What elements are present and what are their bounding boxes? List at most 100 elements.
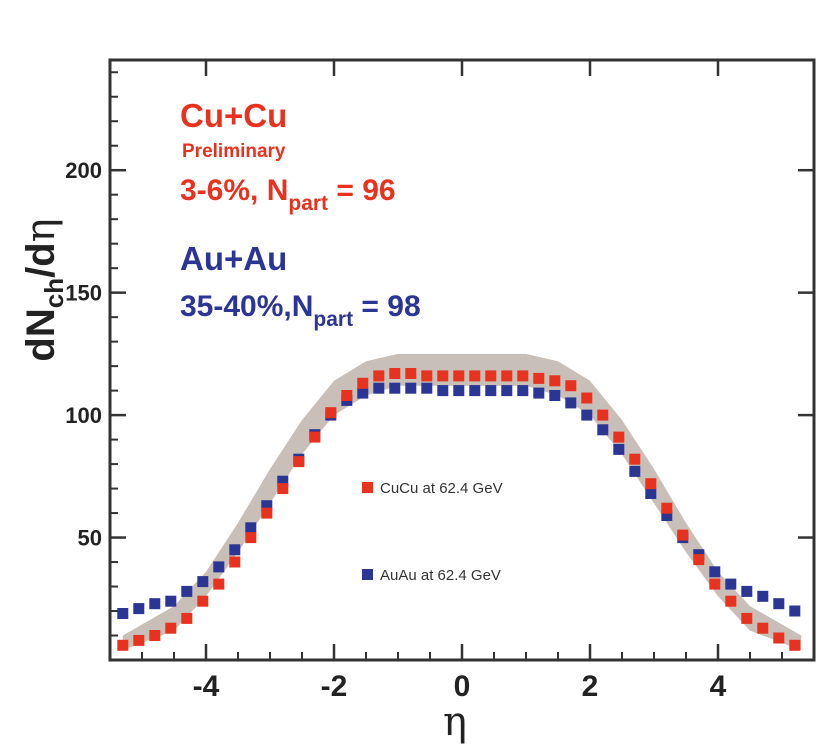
data-point-cucu xyxy=(565,380,577,392)
data-point-auau xyxy=(261,500,273,512)
data-point-auau xyxy=(565,397,577,409)
data-point-cucu xyxy=(453,370,465,382)
data-point-cucu xyxy=(309,431,321,443)
data-point-auau xyxy=(645,488,657,499)
data-point-cucu xyxy=(149,630,161,641)
data-point-auau xyxy=(117,608,129,619)
data-point-auau xyxy=(213,561,225,573)
data-point-cucu xyxy=(629,453,641,465)
cucu-centrality-label: 3-6%, Npart = 96 xyxy=(180,174,396,215)
y-tick-label: 50 xyxy=(78,526,102,551)
data-point-cucu xyxy=(789,639,801,651)
data-point-cucu xyxy=(133,634,145,646)
data-point-cucu xyxy=(693,554,705,566)
data-point-auau xyxy=(437,385,449,397)
legend-label-auau: AuAu at 62.4 GeV xyxy=(380,567,501,584)
data-point-auau xyxy=(661,510,673,521)
data-point-cucu xyxy=(485,370,497,382)
data-point-cucu xyxy=(469,370,481,382)
x-tick-label: -4 xyxy=(193,670,220,703)
y-tick-label: 100 xyxy=(65,403,102,428)
legend-entry-auau: AuAu at 62.4 GeV xyxy=(362,567,501,584)
data-point-cucu xyxy=(341,390,353,401)
data-point-auau xyxy=(485,385,497,397)
cucu-preliminary-label: Preliminary xyxy=(182,141,286,162)
data-point-cucu xyxy=(117,639,129,651)
x-tick-label: 4 xyxy=(710,670,727,703)
data-point-cucu xyxy=(325,407,337,419)
data-point-auau xyxy=(741,585,753,597)
data-point-auau xyxy=(197,576,209,588)
data-point-cucu xyxy=(405,368,417,379)
data-point-cucu xyxy=(165,622,177,634)
data-point-cucu xyxy=(549,375,561,387)
data-point-auau xyxy=(149,598,161,610)
data-point-cucu xyxy=(389,368,401,379)
data-point-cucu xyxy=(581,392,593,404)
data-point-cucu xyxy=(533,372,545,384)
data-point-auau xyxy=(501,385,513,397)
data-point-cucu xyxy=(213,578,225,590)
data-point-cucu xyxy=(661,502,673,514)
data-point-auau xyxy=(421,382,433,394)
data-point-auau xyxy=(709,566,721,578)
x-tick-label: 0 xyxy=(454,670,471,703)
auau-centrality-label: 35-40%,Npart = 98 xyxy=(180,290,421,331)
data-point-auau xyxy=(133,603,145,615)
data-point-auau xyxy=(517,385,529,397)
data-point-cucu xyxy=(181,612,193,624)
data-point-cucu xyxy=(501,370,513,382)
data-point-cucu xyxy=(613,431,625,443)
data-point-cucu xyxy=(773,632,785,644)
data-point-cucu xyxy=(597,409,609,421)
data-point-auau xyxy=(533,387,545,399)
data-point-cucu xyxy=(293,456,305,468)
data-point-auau xyxy=(597,424,609,436)
auau-label: Au+Au xyxy=(180,240,287,277)
x-tick-label: -2 xyxy=(321,670,348,703)
data-point-cucu xyxy=(757,622,769,634)
legend-marker-cucu xyxy=(362,482,373,493)
y-tick-label: 150 xyxy=(65,281,102,306)
data-point-cucu xyxy=(725,595,737,607)
x-tick-label: 2 xyxy=(582,670,599,703)
data-point-auau xyxy=(229,544,241,556)
data-point-auau xyxy=(373,382,385,394)
data-point-auau xyxy=(581,409,593,421)
data-point-auau xyxy=(757,590,769,602)
data-point-auau xyxy=(165,595,177,607)
data-point-cucu xyxy=(709,578,721,590)
data-point-auau xyxy=(629,465,641,477)
x-axis-label: η xyxy=(443,699,467,745)
cucu-label: Cu+Cu xyxy=(180,97,287,134)
data-point-cucu xyxy=(229,556,241,568)
data-point-cucu xyxy=(517,370,529,382)
data-point-cucu xyxy=(677,529,689,541)
data-point-cucu xyxy=(245,532,257,544)
legend: CuCu at 62.4 GeV AuAu at 62.4 GeV xyxy=(362,480,503,584)
data-point-auau xyxy=(613,443,625,455)
data-point-auau xyxy=(725,578,737,590)
data-point-cucu xyxy=(741,612,753,624)
data-point-cucu xyxy=(421,370,433,382)
data-point-auau xyxy=(181,585,193,597)
data-point-cucu xyxy=(645,478,657,490)
data-point-auau xyxy=(405,382,417,394)
data-point-auau xyxy=(357,387,369,399)
data-point-cucu xyxy=(357,377,369,389)
y-tick-label: 200 xyxy=(65,158,102,183)
data-point-cucu xyxy=(437,370,449,382)
data-point-auau xyxy=(469,385,481,397)
uncertainty-band xyxy=(122,353,802,651)
data-point-cucu xyxy=(373,370,385,382)
data-point-cucu xyxy=(261,507,273,519)
legend-entry-cucu: CuCu at 62.4 GeV xyxy=(362,480,503,497)
data-point-cucu xyxy=(277,483,289,495)
series-cucu xyxy=(117,368,801,651)
data-point-auau xyxy=(389,382,401,394)
legend-label-cucu: CuCu at 62.4 GeV xyxy=(380,480,503,497)
legend-marker-auau xyxy=(362,569,373,580)
data-point-cucu xyxy=(197,595,209,607)
y-axis-label: dNch/dη xyxy=(18,218,69,361)
